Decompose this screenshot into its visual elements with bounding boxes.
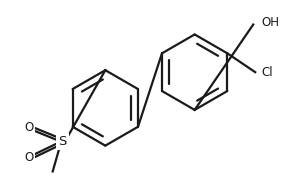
Text: O: O bbox=[24, 121, 33, 134]
Text: S: S bbox=[58, 135, 67, 148]
Text: OH: OH bbox=[261, 16, 279, 29]
Text: O: O bbox=[24, 151, 33, 164]
Text: Cl: Cl bbox=[261, 66, 273, 79]
